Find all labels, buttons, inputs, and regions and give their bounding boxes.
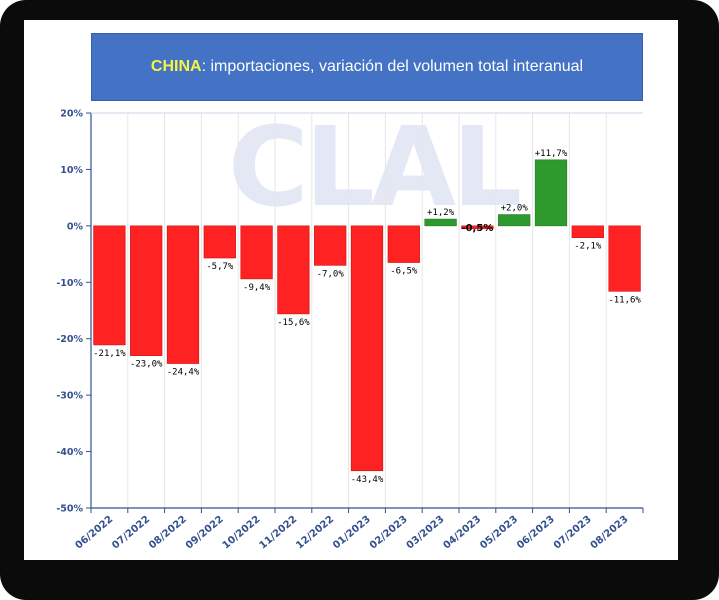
x-tick-label: 03/2023 bbox=[405, 514, 447, 552]
bar-data-label: -0,5% bbox=[461, 223, 493, 234]
chart-axes bbox=[86, 112, 644, 513]
bar bbox=[350, 225, 384, 472]
chart-bars bbox=[93, 159, 641, 472]
bar bbox=[166, 225, 200, 364]
y-tick-label: 10% bbox=[60, 165, 83, 176]
bar-data-label: -15,6% bbox=[277, 318, 310, 328]
bar-data-label: -6,5% bbox=[390, 267, 418, 277]
bar-data-label: -7,0% bbox=[317, 269, 345, 279]
y-tick-label: -20% bbox=[56, 334, 83, 345]
x-tick-label: 11/2022 bbox=[257, 514, 299, 552]
x-tick-label: 09/2022 bbox=[184, 514, 226, 552]
chart-title: CHINA: importaciones, variación del volu… bbox=[91, 33, 643, 101]
bar bbox=[203, 225, 236, 259]
bar bbox=[608, 225, 641, 292]
bar bbox=[571, 225, 604, 239]
bar-data-label: -43,4% bbox=[351, 475, 384, 485]
bar bbox=[424, 218, 457, 227]
bar-data-label: -24,4% bbox=[167, 368, 200, 378]
y-axis-tick-labels: 20% 10% 0% -10% -20% -30% -40% -50% bbox=[56, 109, 83, 515]
y-tick-label: -50% bbox=[56, 504, 83, 515]
y-tick-label: 0% bbox=[67, 221, 84, 232]
x-tick-label: 07/2023 bbox=[552, 514, 594, 552]
x-tick-label: 12/2022 bbox=[294, 514, 336, 552]
x-tick-label: 02/2023 bbox=[368, 514, 410, 552]
bar-data-label: +11,7% bbox=[535, 149, 568, 159]
x-tick-label: 06/2022 bbox=[73, 514, 115, 552]
bar-data-label: -21,1% bbox=[93, 349, 126, 359]
bar bbox=[461, 225, 494, 229]
bar bbox=[277, 225, 310, 315]
x-tick-label: 06/2023 bbox=[515, 514, 557, 552]
title-text: : importaciones, variación del volumen t… bbox=[201, 58, 584, 75]
x-tick-label: 08/2022 bbox=[147, 514, 189, 552]
x-axis-tick-labels: 06/202207/202208/202209/202210/202211/20… bbox=[73, 514, 630, 552]
bar-data-label: -23,0% bbox=[130, 360, 163, 370]
chart-grid bbox=[127, 113, 607, 508]
bar-data-label: -2,1% bbox=[574, 242, 602, 252]
y-tick-label: -10% bbox=[56, 278, 83, 289]
y-tick-label: 20% bbox=[60, 109, 83, 120]
bar-data-label: +2,0% bbox=[501, 204, 529, 214]
bar bbox=[314, 225, 347, 266]
x-tick-label: 07/2022 bbox=[110, 514, 152, 552]
bar bbox=[387, 225, 420, 263]
bar-data-labels: -21,1% -23,0% -24,4% -5,7% -9,4% -15,6% -7,0% -… bbox=[93, 149, 641, 485]
y-tick-label: -30% bbox=[56, 391, 83, 402]
y-tick-label: -40% bbox=[56, 447, 83, 458]
bar bbox=[498, 214, 531, 227]
x-tick-label: 04/2023 bbox=[441, 514, 483, 552]
bar bbox=[240, 225, 273, 280]
bar-data-label: -11,6% bbox=[608, 295, 641, 305]
x-tick-label: 05/2023 bbox=[478, 514, 520, 552]
bar bbox=[534, 159, 568, 227]
x-tick-label: 08/2023 bbox=[589, 514, 631, 552]
bar-data-label: +1,2% bbox=[427, 208, 455, 218]
x-tick-label: 01/2023 bbox=[331, 514, 373, 552]
x-tick-label: 10/2022 bbox=[221, 514, 263, 552]
bar bbox=[130, 225, 163, 356]
watermark-logo: CLAL bbox=[228, 103, 520, 231]
bar bbox=[93, 225, 126, 346]
bar-data-label: -9,4% bbox=[243, 283, 271, 293]
bar-data-label: -5,7% bbox=[206, 262, 234, 272]
title-country: CHINA bbox=[150, 58, 202, 75]
